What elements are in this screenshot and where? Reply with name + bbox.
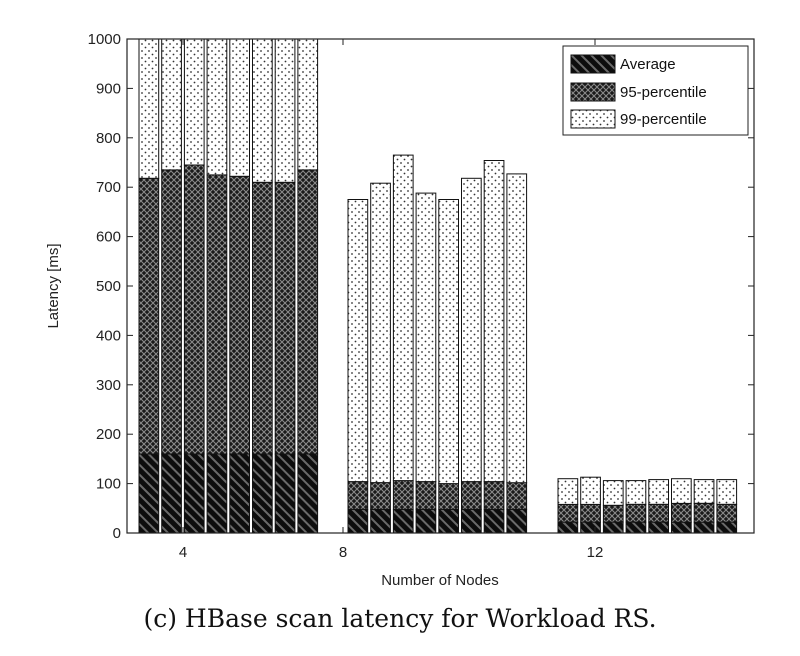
legend: Average 95-percentile 99-percentile [562, 45, 749, 136]
legend-label-average: Average [620, 56, 676, 73]
y-tick-label: 600 [96, 229, 121, 246]
bar-p99-nodes8-5 [438, 199, 459, 485]
bar-p95-nodes8-6 [461, 481, 482, 510]
y-tick-label: 900 [96, 80, 121, 97]
bar-average-nodes12-4 [625, 521, 647, 534]
bar-average-nodes4-2 [161, 453, 182, 534]
bar-p95-nodes8-7 [483, 481, 505, 510]
bar-p99-nodes12-5 [648, 479, 669, 505]
bar-p95-nodes12-8 [716, 503, 738, 523]
bar-p95-nodes4-4 [206, 174, 228, 455]
bar-p95-nodes12-4 [625, 503, 647, 523]
y-tick-label: 300 [96, 377, 121, 394]
bar-p99-nodes4-8 [297, 38, 319, 171]
bar-p95-nodes12-5 [648, 503, 669, 523]
y-axis-label: Latency [ms] [45, 243, 62, 328]
bar-p95-nodes12-3 [602, 504, 624, 523]
bar-p95-nodes8-5 [438, 483, 459, 510]
bar-p95-nodes4-5 [229, 175, 251, 455]
y-tick-label: 100 [96, 476, 121, 493]
bar-p99-nodes12-2 [580, 476, 601, 505]
bar-average-nodes8-5 [438, 508, 459, 534]
bar-average-nodes12-3 [602, 521, 624, 534]
bar-p95-nodes4-1 [138, 177, 160, 455]
bar-p99-nodes8-8 [506, 173, 528, 484]
bar-average-nodes12-5 [648, 521, 669, 534]
bar-average-nodes8-8 [506, 508, 528, 534]
bar-average-nodes4-8 [297, 453, 319, 534]
bar-p99-nodes12-3 [602, 480, 624, 506]
bar-average-nodes12-8 [716, 521, 738, 534]
bar-p99-nodes8-4 [415, 192, 437, 483]
bar-average-nodes8-6 [461, 508, 482, 534]
bar-p99-nodes4-1 [138, 38, 160, 179]
bar-p95-nodes12-6 [671, 502, 692, 523]
ticks-layer: 0 100 200 300 400 500 600 700 800 900 1000 4 8 12 [88, 31, 754, 561]
bar-p95-nodes12-1 [557, 503, 579, 523]
bar-p95-nodes8-3 [392, 480, 414, 510]
bar-p99-nodes12-1 [557, 478, 579, 505]
bar-p99-nodes4-3 [183, 38, 205, 166]
legend-swatch-average [570, 54, 616, 74]
bar-average-nodes12-2 [580, 521, 601, 534]
x-axis-label: Number of Nodes [381, 572, 499, 589]
legend-label-p99: 99-percentile [620, 111, 707, 128]
bar-p99-nodes4-2 [161, 38, 182, 171]
bar-p99-nodes4-4 [206, 38, 228, 176]
y-tick-label: 0 [113, 525, 121, 542]
y-tick-label: 400 [96, 327, 121, 344]
bar-p95-nodes4-3 [183, 164, 205, 455]
bar-average-nodes12-6 [671, 521, 692, 534]
bar-p95-nodes8-2 [370, 482, 391, 510]
latency-chart: 0 100 200 300 400 500 600 700 800 900 1000 4 8 12 Num… [45, 31, 755, 589]
bar-p99-nodes12-7 [693, 479, 715, 504]
bar-average-nodes4-6 [252, 453, 273, 534]
bar-p95-nodes12-2 [580, 503, 601, 523]
legend-swatch-p99 [570, 109, 616, 129]
bar-p99-nodes8-2 [370, 182, 391, 484]
bar-p95-nodes12-7 [693, 502, 715, 523]
bar-p99-nodes8-6 [461, 177, 482, 483]
bar-p95-nodes8-4 [415, 481, 437, 510]
bar-p95-nodes8-1 [347, 481, 369, 510]
bar-average-nodes4-4 [206, 453, 228, 534]
bar-average-nodes8-3 [392, 508, 414, 534]
legend-label-p95: 95-percentile [620, 84, 707, 101]
bar-average-nodes4-1 [138, 453, 160, 534]
bar-p99-nodes8-3 [392, 154, 414, 482]
bar-average-nodes4-7 [274, 453, 296, 534]
bar-p99-nodes8-7 [483, 160, 505, 483]
bar-p99-nodes12-4 [625, 480, 647, 505]
x-tick-label: 4 [179, 544, 187, 561]
y-tick-label: 200 [96, 426, 121, 443]
y-tick-label: 1000 [88, 31, 121, 48]
bar-average-nodes8-2 [370, 508, 391, 534]
bar-p99-nodes4-7 [274, 38, 296, 183]
bar-p99-nodes8-1 [347, 199, 369, 483]
bar-average-nodes8-7 [483, 508, 505, 534]
bar-p95-nodes8-8 [506, 482, 528, 510]
figure-caption: (c) HBase scan latency for Workload RS. [143, 604, 657, 633]
bar-average-nodes12-1 [557, 521, 579, 534]
bar-average-nodes12-7 [693, 521, 715, 534]
bar-p95-nodes4-7 [274, 181, 296, 455]
y-tick-label: 500 [96, 278, 121, 295]
bar-average-nodes8-1 [347, 508, 369, 534]
x-tick-label: 12 [587, 544, 604, 561]
bar-p95-nodes4-8 [297, 169, 319, 455]
x-tick-label: 8 [339, 544, 347, 561]
bar-p99-nodes12-8 [716, 479, 738, 505]
bar-average-nodes4-3 [183, 453, 205, 534]
bar-p95-nodes4-2 [161, 169, 182, 455]
legend-swatch-p95 [570, 82, 616, 102]
bar-average-nodes4-5 [229, 453, 251, 534]
bar-p99-nodes4-5 [229, 38, 251, 177]
y-tick-label: 700 [96, 179, 121, 196]
bar-p99-nodes4-6 [252, 38, 273, 183]
bar-average-nodes8-4 [415, 508, 437, 534]
y-tick-label: 800 [96, 130, 121, 147]
bar-p99-nodes12-6 [671, 478, 692, 504]
bar-p95-nodes4-6 [252, 181, 273, 455]
